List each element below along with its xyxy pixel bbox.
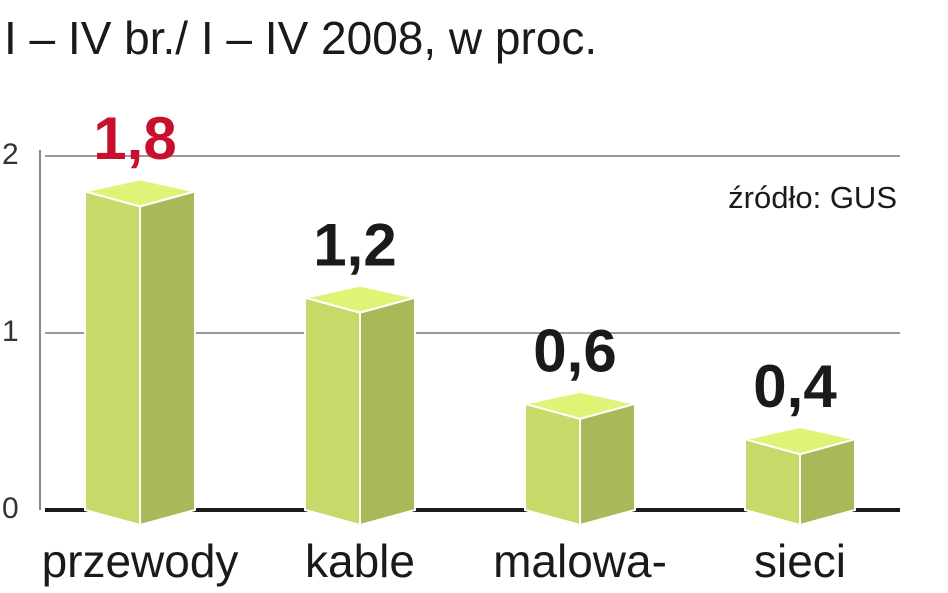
bar-face (304, 296, 361, 527)
bar-face (579, 402, 636, 527)
bar-face (359, 296, 416, 527)
x-tick-label: sieci (754, 535, 846, 587)
bar-face (84, 190, 141, 527)
bar-face (524, 402, 581, 527)
x-tick-label: malowa- (493, 535, 667, 587)
bar-face (524, 390, 636, 420)
y-tick-label: 1 (2, 315, 19, 348)
value-label: 1,8 (93, 105, 176, 172)
bar-face (84, 178, 196, 208)
chart-title: I – IV br./ I – IV 2008, w proc. (4, 12, 597, 64)
bar (744, 426, 856, 527)
bar-face (304, 284, 416, 314)
source-note: źródło: GUS (728, 180, 897, 215)
bar (304, 284, 416, 527)
bar-face (139, 190, 196, 527)
y-tick-label: 0 (2, 492, 19, 525)
bar-face (744, 426, 856, 456)
x-tick-label: kable (305, 535, 415, 587)
bar (524, 390, 636, 527)
x-tick-label: przewody (42, 535, 239, 587)
bar (84, 178, 196, 527)
value-label: 1,2 (313, 211, 396, 278)
value-label: 0,4 (753, 353, 837, 420)
y-tick-label: 2 (2, 138, 19, 171)
value-label: 0,6 (533, 318, 616, 385)
